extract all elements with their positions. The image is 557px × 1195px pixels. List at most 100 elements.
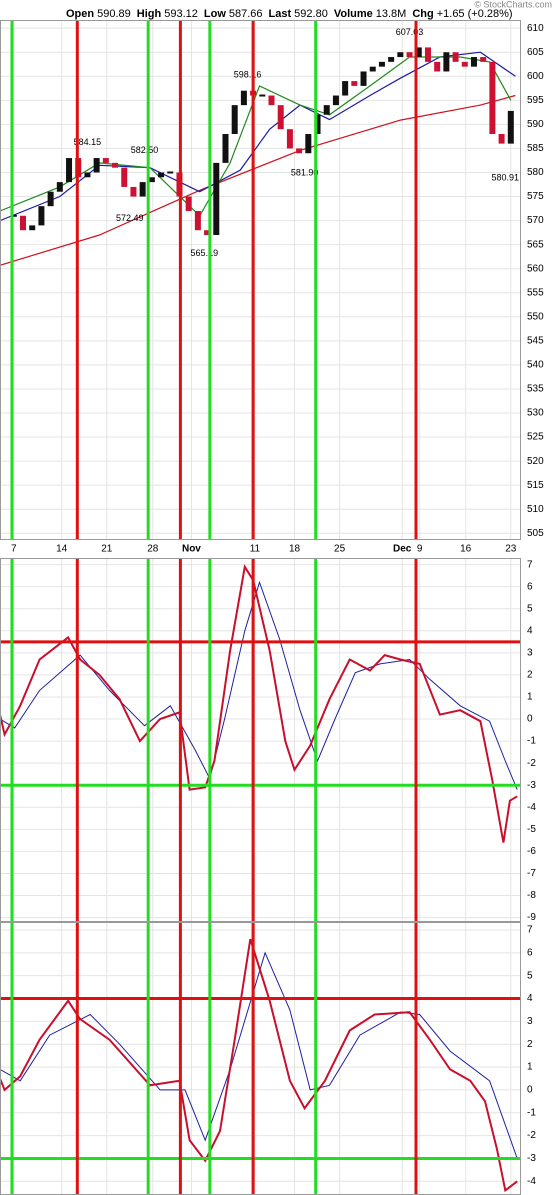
candle: [305, 134, 312, 154]
candle: [489, 61, 496, 135]
header-label: High: [137, 8, 162, 20]
header-label: Volume: [334, 8, 373, 20]
y-tick-label: 6: [527, 947, 533, 958]
y-tick-label: 4: [527, 993, 533, 1004]
candle: [351, 81, 358, 86]
y-tick-label: 505: [527, 528, 544, 539]
candle: [332, 95, 339, 106]
candle: [29, 225, 36, 231]
y-tick-label: 530: [527, 408, 544, 419]
y-tick-label: 2: [527, 670, 533, 681]
y-tick-label: 585: [527, 143, 544, 154]
header-value: +1.65 (+0.28%): [437, 8, 513, 20]
candle: [194, 210, 201, 231]
candle: [480, 57, 487, 62]
series-line: [0, 51, 516, 222]
candle: [470, 57, 477, 67]
y-tick-label: 5: [527, 603, 533, 614]
y-tick-label: 540: [527, 360, 544, 371]
candle: [388, 57, 395, 62]
y-tick-label: 7: [527, 925, 533, 936]
y-tick-label: 1: [527, 692, 533, 703]
series-line: [0, 56, 512, 217]
candle: [139, 182, 146, 197]
y-tick-label: 7: [527, 559, 533, 570]
candle: [231, 105, 238, 135]
candle: [314, 114, 321, 135]
y-tick-label: -4: [527, 1176, 536, 1187]
y-tick-label: -6: [527, 846, 536, 857]
y-tick-label: -1: [527, 736, 536, 747]
candle: [56, 182, 63, 192]
price-annotation: 565.19: [191, 248, 219, 258]
series-line: [0, 564, 518, 843]
candle: [397, 52, 404, 58]
candle: [240, 90, 247, 106]
candle: [461, 61, 468, 67]
y-tick-label: 560: [527, 263, 544, 274]
x-tick-label: 28: [147, 544, 159, 555]
y-tick-label: 4: [527, 625, 533, 636]
y-tick-label: 0: [527, 714, 533, 725]
y-tick-label: 525: [527, 432, 544, 443]
y-tick-label: 3: [527, 648, 533, 659]
header-value: 13.8M: [376, 8, 407, 20]
y-tick-label: 575: [527, 191, 544, 202]
candle: [443, 52, 450, 72]
y-tick-label: -2: [527, 1130, 536, 1141]
candle: [222, 134, 229, 163]
header-label: Open: [66, 8, 94, 20]
candle: [369, 66, 376, 72]
panel: [0, 558, 520, 922]
candle: [259, 94, 266, 97]
y-tick-label: 0: [527, 1085, 533, 1096]
candle: [204, 230, 211, 236]
price-annotation: 607.03: [396, 27, 424, 37]
header-value: 587.66: [229, 8, 263, 20]
candle: [424, 47, 431, 62]
y-tick-label: 1: [527, 1062, 533, 1073]
y-tick-label: -1: [527, 1107, 536, 1118]
y-tick-label: 565: [527, 239, 544, 250]
x-tick-label: 18: [289, 544, 301, 555]
y-tick-label: 6: [527, 581, 533, 592]
x-tick-label: 9: [417, 544, 423, 555]
candle: [84, 172, 91, 178]
y-tick-label: 5: [527, 970, 533, 981]
header-label: Last: [269, 8, 292, 20]
candle: [112, 162, 119, 168]
candle: [121, 167, 128, 187]
x-tick-label: 16: [460, 544, 472, 555]
price-annotation: 572.49: [116, 213, 144, 223]
candle: [434, 61, 441, 72]
series-line: [0, 951, 518, 1159]
x-tick-label: 14: [56, 544, 68, 555]
candle: [167, 171, 174, 174]
price-annotation: 581.90: [291, 168, 319, 178]
y-tick-label: 3: [527, 1016, 533, 1027]
y-tick-label: 535: [527, 384, 544, 395]
x-tick-label: Dec: [393, 544, 412, 555]
candle: [452, 52, 459, 62]
price-annotation: 580.91: [492, 172, 520, 182]
candle: [406, 52, 413, 58]
y-tick-label: 610: [527, 23, 544, 34]
y-tick-label: 605: [527, 47, 544, 58]
y-tick-label: 555: [527, 287, 544, 298]
y-tick-label: 570: [527, 215, 544, 226]
y-tick-label: -5: [527, 824, 536, 835]
candle: [277, 105, 284, 130]
panel: [0, 20, 520, 540]
price-annotation: 598.16: [234, 70, 262, 80]
x-tick-label: 21: [101, 544, 113, 555]
header-line: Open 590.89 High 593.12 Low 587.66 Last 592.80 V…: [66, 8, 513, 20]
candle: [268, 95, 275, 106]
y-tick-label: -8: [527, 890, 536, 901]
y-tick-label: 550: [527, 311, 544, 322]
x-tick-label: 11: [250, 544, 261, 555]
x-tick-label: Nov: [182, 544, 201, 555]
y-tick-label: 600: [527, 71, 544, 82]
y-tick-label: -3: [527, 1153, 536, 1164]
y-tick-label: -9: [527, 912, 536, 923]
candle: [296, 148, 303, 154]
